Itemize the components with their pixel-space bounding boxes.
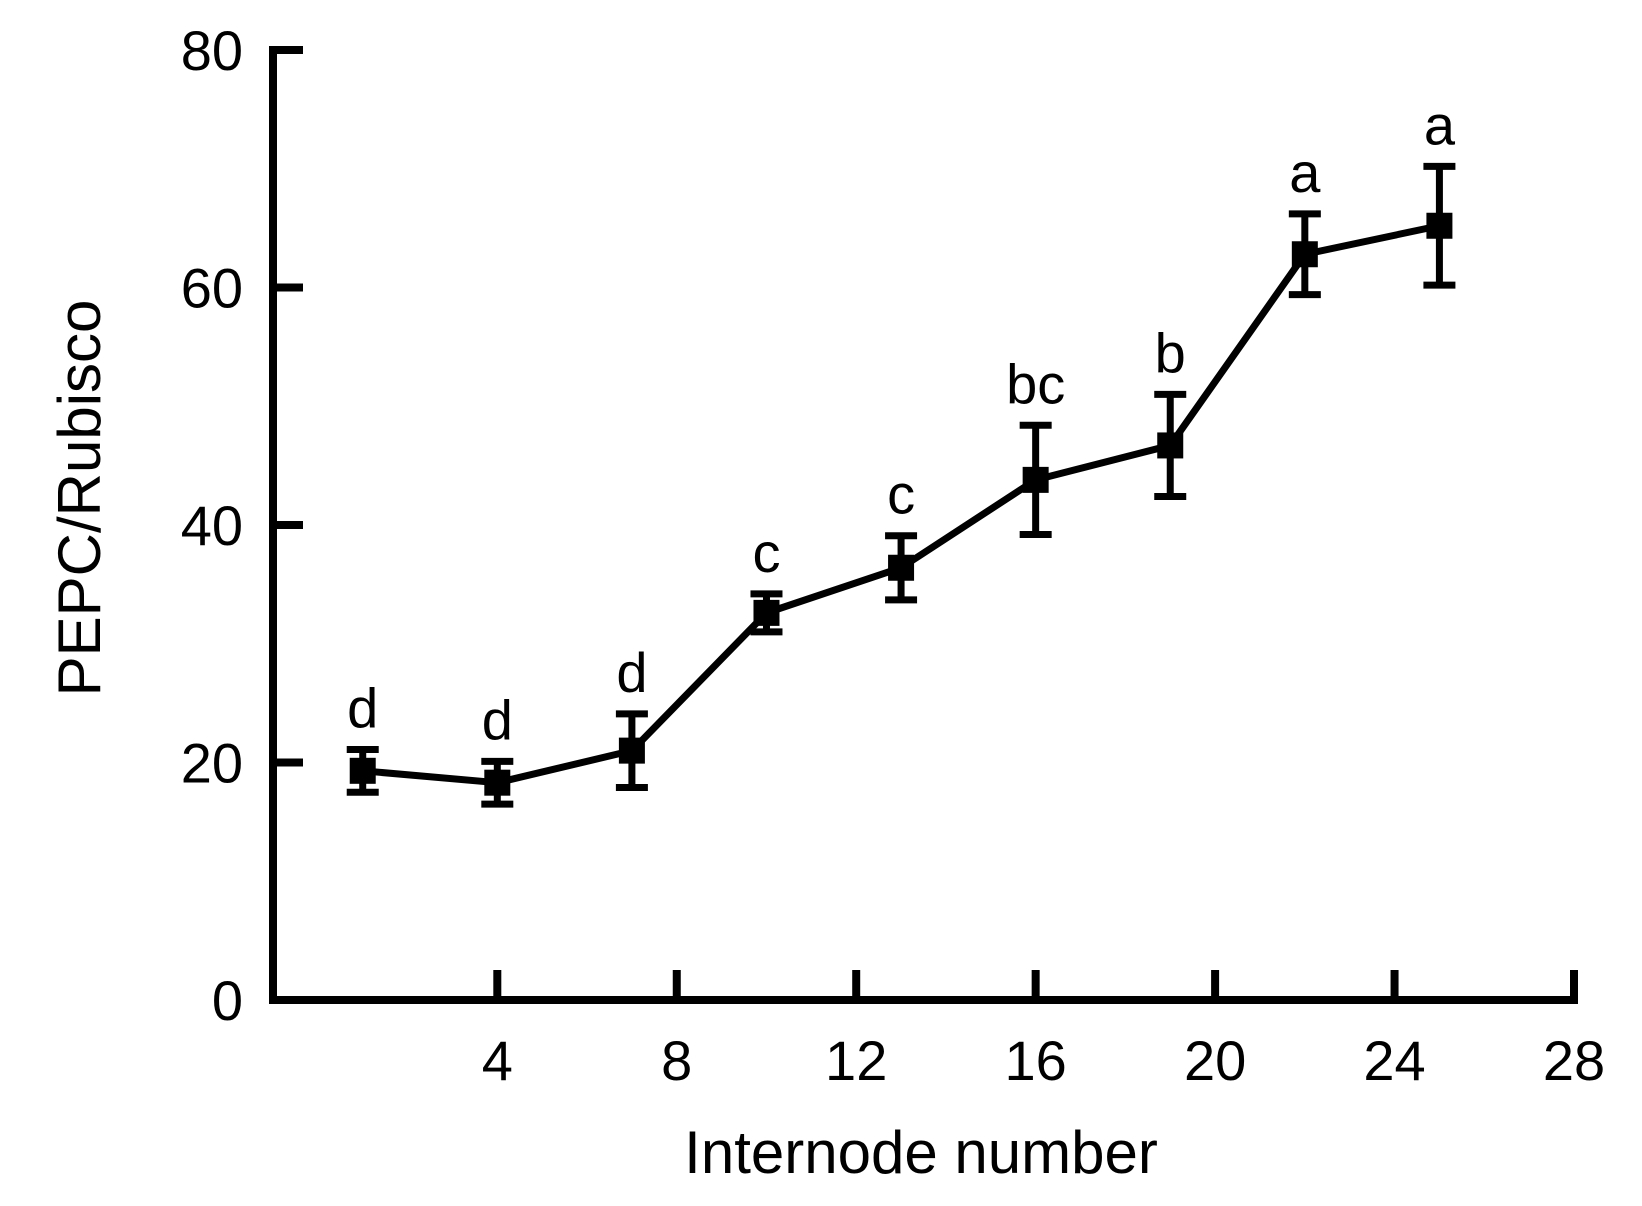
- data-point-marker: [1291, 241, 1318, 268]
- y-tick-label: 60: [181, 257, 243, 320]
- y-tick-label: 80: [181, 19, 243, 82]
- x-tick-label: 24: [1363, 1029, 1425, 1092]
- data-point-marker: [349, 757, 376, 784]
- data-point-marker: [484, 769, 511, 796]
- x-tick-label: 20: [1184, 1029, 1246, 1092]
- data-point-marker: [618, 737, 645, 764]
- significance-label: d: [482, 688, 513, 751]
- significance-label: d: [347, 676, 378, 739]
- y-tick-label: 20: [181, 732, 243, 795]
- significance-label: d: [616, 641, 647, 704]
- x-tick-label: 16: [1005, 1029, 1067, 1092]
- series: [346, 162, 1456, 808]
- x-axis-label: Internode number: [684, 1119, 1158, 1186]
- data-point-marker: [888, 554, 915, 581]
- significance-label: c: [887, 463, 915, 526]
- data-point-marker: [1022, 466, 1049, 493]
- axes: [269, 46, 1578, 1004]
- labels: d d d c c bc b a a: [347, 93, 1456, 751]
- x-tick-label: 8: [661, 1029, 692, 1092]
- significance-label: c: [752, 521, 780, 584]
- x-tick-label: 28: [1543, 1029, 1605, 1092]
- y-tick-label: 0: [212, 969, 243, 1032]
- significance-label: a: [1424, 93, 1456, 156]
- significance-label: b: [1155, 321, 1186, 384]
- data-point-marker: [1157, 432, 1184, 459]
- data-point-marker: [753, 599, 780, 626]
- data-point-marker: [1426, 212, 1453, 239]
- significance-label: a: [1289, 141, 1321, 204]
- x-tick-label: 12: [825, 1029, 887, 1092]
- y-tick-label: 40: [181, 494, 243, 557]
- y-axis-label: PEPC/Rubisco: [46, 300, 113, 697]
- x-tick-label: 4: [482, 1029, 513, 1092]
- ticks: 0 20 40 60 80 4 8 12 16 20 24 28: [181, 19, 1605, 1092]
- significance-label: bc: [1006, 352, 1065, 415]
